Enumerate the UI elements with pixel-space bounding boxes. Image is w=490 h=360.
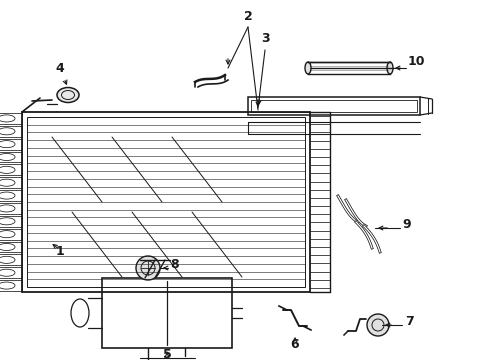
Text: 3: 3 (261, 32, 270, 45)
Text: 6: 6 (291, 338, 299, 351)
Ellipse shape (387, 62, 393, 74)
Text: 7: 7 (405, 315, 414, 328)
Text: 8: 8 (170, 258, 179, 271)
Circle shape (367, 314, 389, 336)
Circle shape (136, 256, 160, 280)
Text: 2: 2 (244, 10, 252, 23)
Text: 10: 10 (408, 55, 425, 68)
Text: 5: 5 (163, 348, 172, 360)
Text: 9: 9 (402, 218, 411, 231)
Text: 1: 1 (56, 245, 64, 258)
Ellipse shape (305, 62, 311, 74)
Text: 4: 4 (56, 62, 64, 75)
Ellipse shape (57, 87, 79, 103)
